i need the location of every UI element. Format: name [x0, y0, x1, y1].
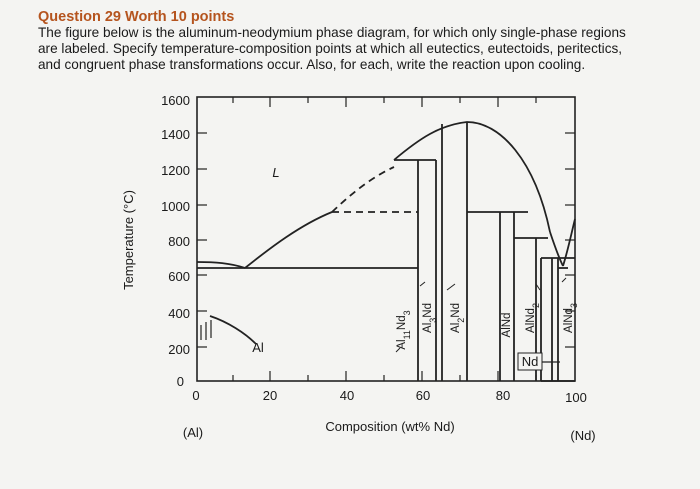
x-tick-60: 60 [416, 388, 430, 403]
compound-label-al3nd: Al3Nd [422, 303, 438, 333]
question-line-1: The figure below is the aluminum-neodymi… [38, 25, 626, 40]
x-tick-100: 100 [565, 390, 587, 405]
nd-phase-label: Nd [522, 354, 539, 369]
compound-label-alnd: AlNd [501, 313, 513, 338]
question-text: The figure below is the aluminum-neodymi… [38, 25, 693, 73]
y-tick-600: 600 [168, 269, 190, 284]
y-tick-1000: 1000 [161, 199, 190, 214]
y-tick-800: 800 [168, 234, 190, 249]
y-tick-200: 200 [168, 342, 190, 357]
compound-label-al2nd: Al2Nd [450, 303, 466, 333]
question-line-3: and congruent phase transformations occu… [38, 57, 586, 72]
label-arrows [395, 277, 567, 353]
x-tick-40: 40 [340, 388, 354, 403]
liquid-phase-label: L [272, 165, 279, 180]
y-tick-0: 0 [177, 374, 184, 389]
question-line-2: are labeled. Specify temperature-composi… [38, 41, 623, 56]
x-tick-20: 20 [263, 388, 277, 403]
x-tick-0: 0 [192, 388, 199, 403]
compound-label-al11nd3: Al11Nd3 [396, 310, 412, 349]
x-axis-title: Composition (wt% Nd) [325, 419, 454, 434]
al-phase-label: Al [252, 340, 264, 355]
phase-boundaries [196, 121, 576, 382]
y-tick-1200: 1200 [161, 163, 190, 178]
compound-label-alnd3: AlNd3 [563, 303, 579, 333]
y-tick-1400: 1400 [161, 127, 190, 142]
x-ticks [232, 97, 537, 381]
nd-end-label: (Nd) [570, 428, 595, 443]
x-tick-80: 80 [496, 388, 510, 403]
plot-frame [196, 96, 576, 382]
y-axis-title: Temperature (°C) [121, 190, 136, 290]
y-tick-1600: 1600 [161, 93, 190, 108]
question-title: Question 29 Worth 10 points [38, 9, 235, 25]
y-tick-400: 400 [168, 306, 190, 321]
y-ticks [197, 132, 575, 348]
compound-label-alnd2: AlNd2 [525, 303, 541, 333]
al-end-label: (Al) [183, 425, 203, 440]
